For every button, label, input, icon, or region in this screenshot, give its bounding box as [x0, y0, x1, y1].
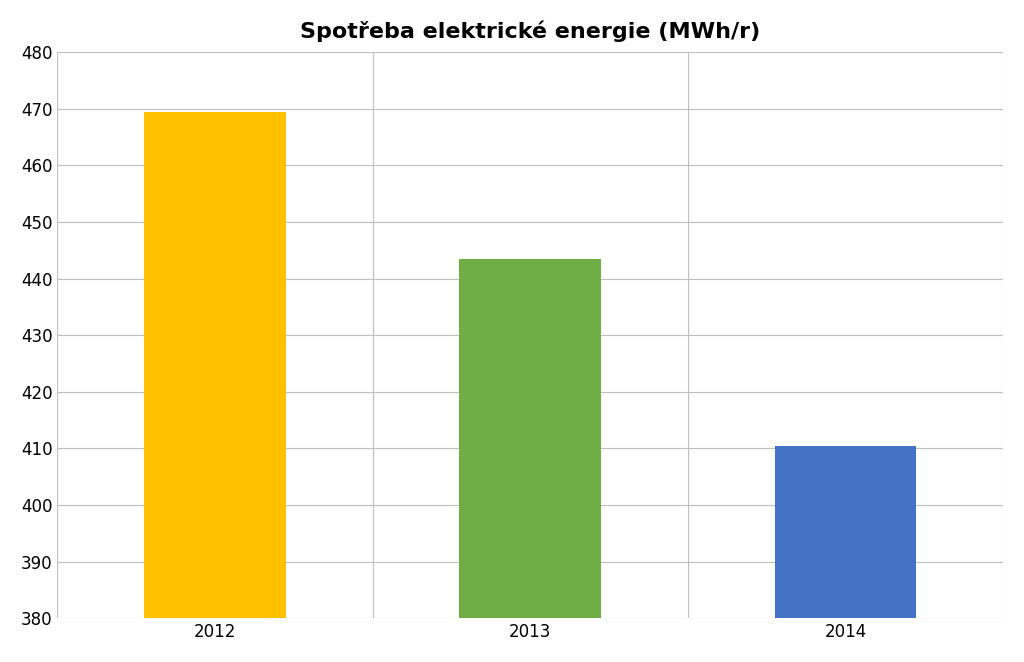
Title: Spotřeba elektrické energie (MWh/r): Spotřeba elektrické energie (MWh/r): [300, 21, 761, 42]
Bar: [144, 112, 286, 618]
Bar: [774, 446, 916, 618]
Bar: [460, 259, 601, 618]
